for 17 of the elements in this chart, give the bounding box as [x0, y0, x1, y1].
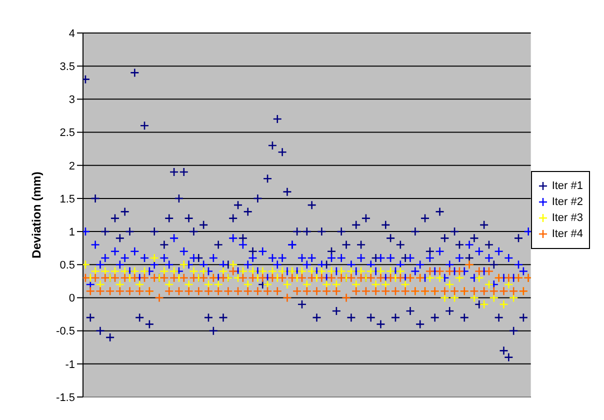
y-tick-label: 2.5 — [60, 127, 75, 140]
y-tick-label: 1 — [68, 226, 75, 238]
y-tick-label: 4 — [68, 28, 75, 40]
y-tick-label: -1 — [65, 358, 75, 371]
y-tick-label: 1.5 — [60, 193, 75, 206]
legend-label: Iter #4 — [552, 228, 583, 240]
legend-label: Iter #3 — [552, 212, 583, 224]
y-tick-label: 3.5 — [60, 60, 75, 73]
y-tick-label: 0.5 — [60, 260, 75, 272]
legend-label: Iter #1 — [552, 180, 583, 192]
y-tick-label: 0 — [68, 292, 75, 305]
legend-label: Iter #2 — [552, 196, 583, 208]
y-tick-label: 3 — [68, 94, 75, 106]
y-tick-label: -0.5 — [56, 326, 75, 338]
y-tick-label: 2 — [68, 160, 75, 172]
y-axis-title: Deviation (mm) — [29, 172, 44, 258]
y-tick-label: -1.5 — [56, 392, 75, 404]
